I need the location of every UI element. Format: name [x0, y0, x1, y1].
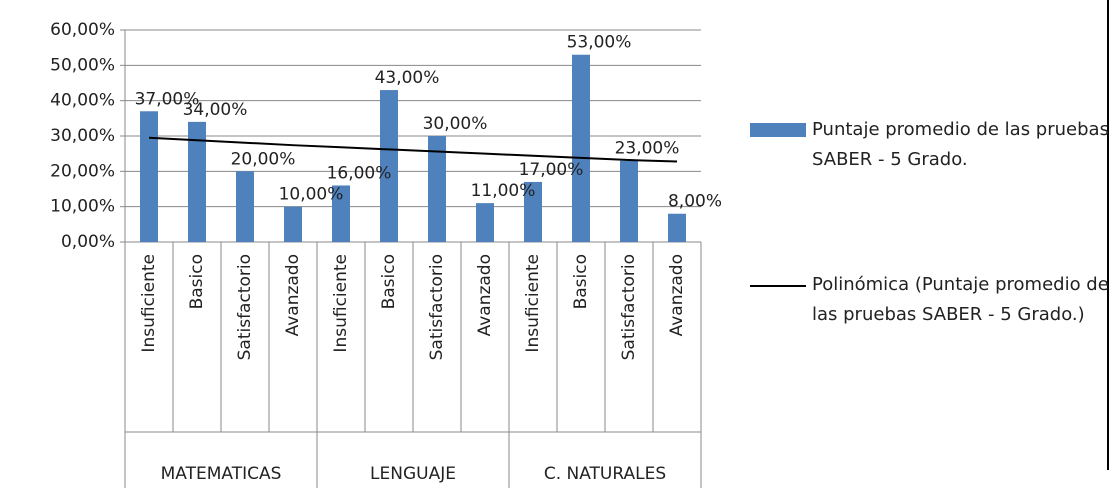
data-label: 30,00% — [423, 114, 488, 134]
y-tick-label: 30,00% — [50, 126, 115, 146]
x-tick-label: Satisfactorio — [427, 254, 447, 360]
data-label: 34,00% — [183, 100, 248, 120]
bar — [140, 111, 158, 243]
x-tick-label: Basico — [187, 254, 207, 309]
bar — [476, 203, 494, 242]
data-label: 20,00% — [231, 149, 296, 169]
bar — [236, 171, 254, 242]
x-tick-label: Avanzado — [667, 254, 687, 336]
bar — [668, 213, 686, 242]
y-tick-label: 20,00% — [50, 161, 115, 181]
x-tick-label: Avanzado — [283, 254, 303, 336]
bar — [332, 185, 350, 242]
x-tick-label: Satisfactorio — [619, 254, 639, 360]
y-tick-label: 40,00% — [50, 91, 115, 111]
y-tick-label: 0,00% — [61, 232, 115, 252]
data-label: 11,00% — [471, 181, 536, 201]
group-label: C. NATURALES — [544, 464, 666, 484]
data-label: 17,00% — [519, 160, 584, 180]
data-label: 43,00% — [375, 68, 440, 88]
trend-line — [148, 136, 678, 163]
legend-item: Polinómica (Puntaje promedio de las prue… — [750, 270, 1115, 330]
legend-label: Puntaje promedio de las pruebas SABER - … — [812, 119, 1109, 170]
group-label: MATEMATICAS — [161, 464, 282, 484]
legend-swatch — [750, 123, 806, 137]
x-tick-label: Avanzado — [475, 254, 495, 336]
x-tick-label: Insuficiente — [139, 254, 159, 353]
x-tick-label: Basico — [379, 254, 399, 309]
bar — [620, 160, 638, 242]
bar — [380, 90, 398, 242]
bar — [572, 54, 590, 242]
data-label: 10,00% — [279, 185, 344, 205]
y-tick-label: 10,00% — [50, 197, 115, 217]
legend-swatch — [750, 285, 806, 287]
y-tick-label: 50,00% — [50, 55, 115, 75]
data-label: 16,00% — [327, 163, 392, 183]
data-label: 23,00% — [615, 139, 680, 159]
legend-label: Polinómica (Puntaje promedio de las prue… — [812, 274, 1109, 325]
x-tick-label: Satisfactorio — [235, 254, 255, 360]
x-tick-label: Insuficiente — [523, 254, 543, 353]
data-label: 8,00% — [668, 192, 722, 212]
legend-item: Puntaje promedio de las pruebas SABER - … — [750, 115, 1115, 175]
bar — [188, 121, 206, 242]
x-tick-label: Basico — [571, 254, 591, 309]
data-label: 37,00% — [135, 89, 200, 109]
data-label: 53,00% — [567, 33, 632, 53]
bar — [284, 206, 302, 242]
bar — [524, 181, 542, 242]
bar — [428, 136, 446, 242]
x-tick-label: Insuficiente — [331, 254, 351, 353]
group-label: LENGUAJE — [370, 464, 456, 484]
y-tick-label: 60,00% — [50, 20, 115, 40]
